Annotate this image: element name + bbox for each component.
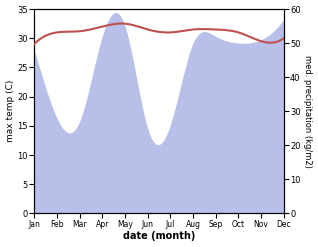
Y-axis label: max temp (C): max temp (C) [5,80,15,143]
X-axis label: date (month): date (month) [123,231,195,242]
Y-axis label: med. precipitation (kg/m2): med. precipitation (kg/m2) [303,55,313,168]
